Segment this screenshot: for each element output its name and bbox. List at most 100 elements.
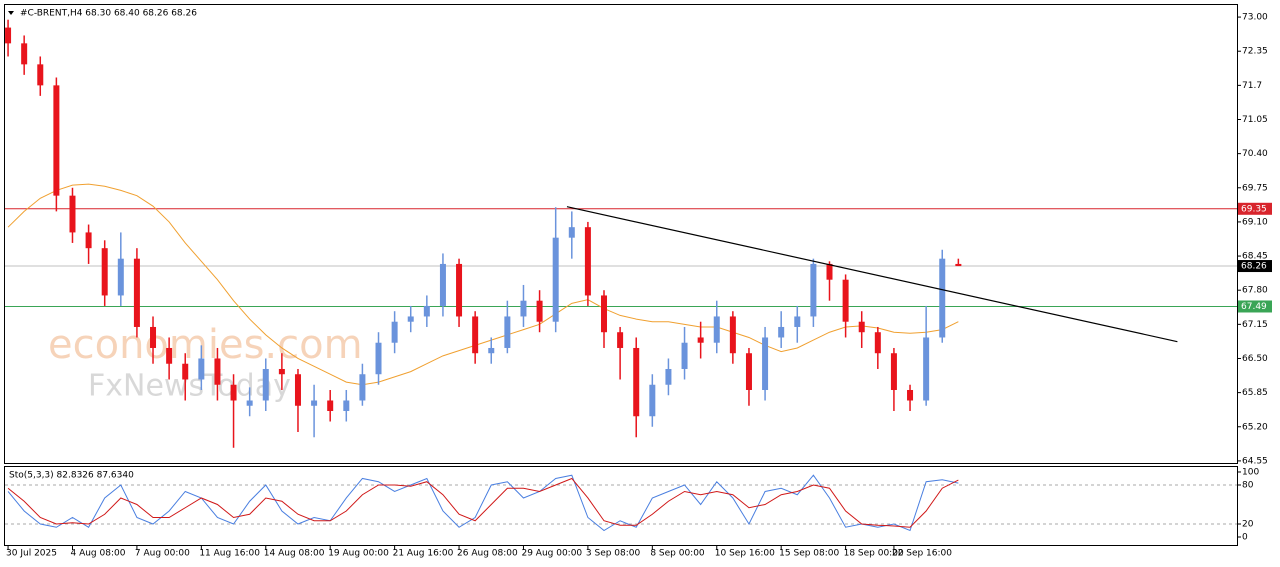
x-tick-label: 11 Aug 16:00 xyxy=(199,549,260,559)
candle-body xyxy=(472,316,479,354)
candle-body xyxy=(166,347,173,364)
oscillator-line xyxy=(7,477,959,528)
y-tick-label: 0 xyxy=(1242,533,1248,543)
candle-body xyxy=(423,305,430,317)
candle-body xyxy=(617,332,624,348)
candle-body xyxy=(359,374,366,401)
candle-body xyxy=(133,258,140,327)
level-label: 68.26 xyxy=(1241,262,1267,272)
candle-body xyxy=(697,337,704,343)
x-tick-label: 7 Aug 00:00 xyxy=(135,549,190,559)
candle-body xyxy=(488,347,495,354)
y-tick-label: 68.45 xyxy=(1242,252,1268,262)
trendline xyxy=(566,206,1178,343)
candle-body xyxy=(294,374,301,406)
indicator-title: Sto(5,3,3) 82.8326 87.6340 xyxy=(9,471,134,481)
level-label-box xyxy=(1238,300,1272,313)
candle-body xyxy=(21,43,28,65)
candle-body xyxy=(391,321,398,343)
level-label: 69.35 xyxy=(1241,204,1267,214)
chart-title: #C-BRENT,H4 68.30 68.40 68.26 68.26 xyxy=(20,9,197,19)
candle-body xyxy=(536,300,543,322)
oscillator-line xyxy=(7,474,959,532)
candle-body xyxy=(246,400,253,406)
y-tick-label: 70.40 xyxy=(1242,149,1268,159)
candle-body xyxy=(37,64,44,86)
x-tick-label: 29 Aug 00:00 xyxy=(521,549,582,559)
candle-body xyxy=(955,263,962,267)
moving-average xyxy=(7,183,959,386)
x-tick-label: 14 Aug 08:00 xyxy=(264,549,325,559)
level-label: 67.49 xyxy=(1241,302,1267,312)
candle-body xyxy=(69,195,76,233)
candle-body xyxy=(681,342,688,369)
candle-body xyxy=(584,227,591,296)
y-tick-label: 65.20 xyxy=(1242,422,1268,432)
y-tick-label: 20 xyxy=(1242,519,1254,529)
candle-body xyxy=(214,358,221,385)
candle-body xyxy=(649,384,656,417)
candle-body xyxy=(230,384,237,401)
candle-body xyxy=(890,353,897,390)
candle-body xyxy=(407,316,414,322)
candle-body xyxy=(729,316,736,354)
candle-body xyxy=(762,337,769,390)
candle-body xyxy=(778,326,785,338)
y-tick-label: 71.7 xyxy=(1242,81,1262,91)
candle-body xyxy=(327,400,334,412)
candle-body xyxy=(504,316,511,348)
candle-body xyxy=(826,263,833,280)
candle-body xyxy=(745,353,752,390)
y-tick-label: 69.75 xyxy=(1242,183,1268,193)
y-tick-label: 66.50 xyxy=(1242,354,1268,364)
candle-body xyxy=(633,347,640,417)
watermark: economies.com xyxy=(48,322,363,368)
candle-body xyxy=(278,368,285,375)
candle-body xyxy=(665,368,672,385)
y-tick-label: 73.00 xyxy=(1242,13,1268,23)
candle-body xyxy=(343,400,350,412)
x-tick-label: 22 Sep 16:00 xyxy=(892,549,952,559)
x-tick-label: 4 Aug 08:00 xyxy=(70,549,125,559)
candle-body xyxy=(939,258,946,338)
watermark: FxNewsToday xyxy=(88,369,291,404)
y-tick-label: 69.10 xyxy=(1242,217,1268,227)
candle-body xyxy=(520,300,527,317)
x-tick-label: 10 Sep 16:00 xyxy=(715,549,775,559)
x-tick-label: 18 Sep 00:00 xyxy=(844,549,904,559)
candle-body xyxy=(907,389,914,401)
oscillator-panel-frame xyxy=(4,466,1238,546)
candle-body xyxy=(794,316,801,327)
candle-body xyxy=(150,326,157,348)
x-tick-label: 19 Aug 00:00 xyxy=(328,549,389,559)
menu-arrow[interactable] xyxy=(8,11,14,15)
y-tick-label: 80 xyxy=(1242,480,1254,490)
candle-body xyxy=(182,363,189,380)
y-tick-label: 65.85 xyxy=(1242,388,1268,398)
y-tick-label: 67.15 xyxy=(1242,320,1268,330)
x-tick-label: 30 Jul 2025 xyxy=(6,549,57,559)
candle-body xyxy=(5,27,12,44)
candle-body xyxy=(923,337,930,401)
x-tick-label: 15 Sep 08:00 xyxy=(779,549,839,559)
x-tick-label: 21 Aug 16:00 xyxy=(393,549,454,559)
candle-body xyxy=(101,248,108,296)
x-tick-label: 8 Sep 00:00 xyxy=(650,549,705,559)
x-tick-label: 3 Sep 08:00 xyxy=(586,549,641,559)
level-label-box xyxy=(1238,260,1272,273)
candle-body xyxy=(810,263,817,317)
candle-body xyxy=(375,342,382,375)
candle-body xyxy=(53,85,60,196)
candle-body xyxy=(198,358,205,380)
candle-body xyxy=(311,400,318,406)
y-tick-label: 100 xyxy=(1242,467,1259,477)
candle-body xyxy=(858,321,865,333)
candle-body xyxy=(117,258,124,296)
candle-body xyxy=(262,368,269,401)
candle-body xyxy=(456,263,463,317)
candle-body xyxy=(552,237,559,322)
candle-body xyxy=(713,316,720,343)
y-tick-label: 64.55 xyxy=(1242,456,1268,466)
candle-body xyxy=(439,263,446,306)
